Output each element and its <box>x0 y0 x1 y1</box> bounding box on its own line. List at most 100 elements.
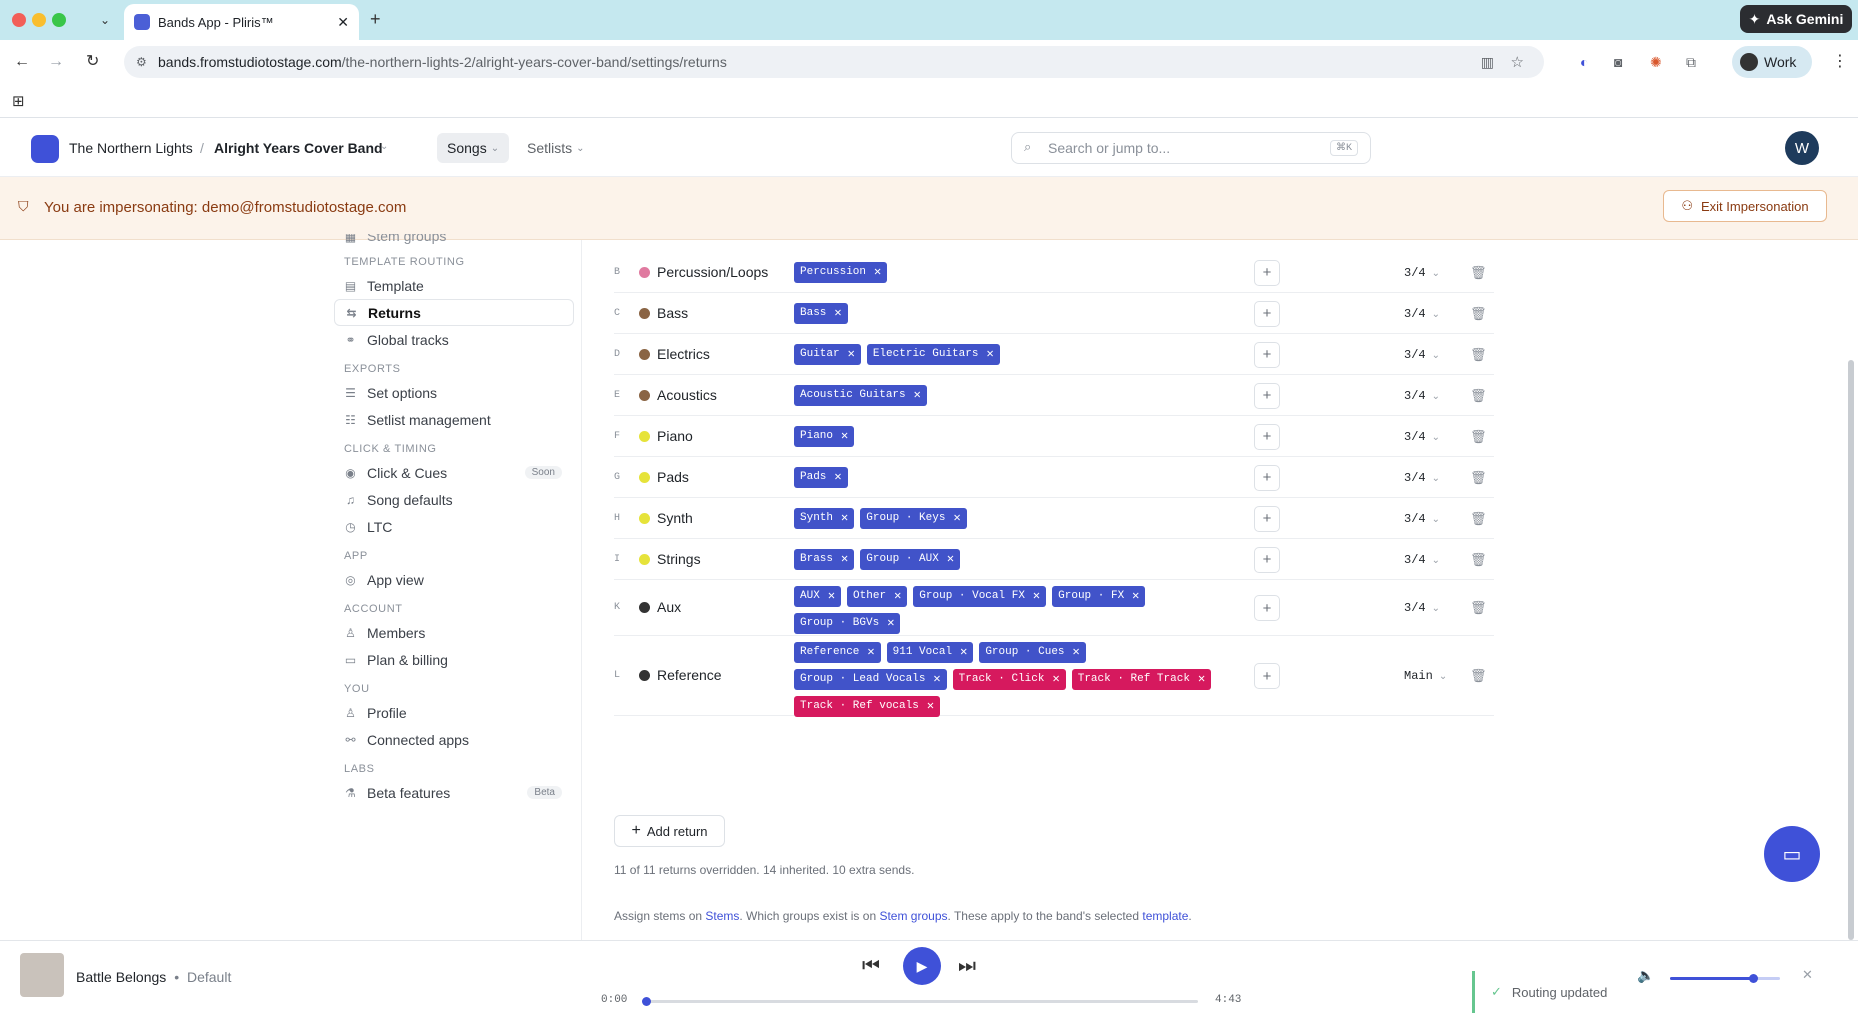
reload-icon[interactable]: ↻ <box>86 53 100 70</box>
return-name[interactable]: Strings <box>657 550 701 567</box>
stem-chip[interactable]: Pads ✕ <box>794 466 848 488</box>
return-color-dot[interactable] <box>639 670 650 681</box>
stem-chip[interactable]: Group · AUX ✕ <box>860 548 961 570</box>
return-name[interactable]: Electrics <box>657 345 710 362</box>
apps-grid-icon[interactable]: ⊞ <box>12 93 25 110</box>
stem-chip[interactable]: Piano ✕ <box>794 425 855 447</box>
stem-chip[interactable]: Other ✕ <box>847 586 908 607</box>
return-color-dot[interactable] <box>639 430 650 442</box>
remove-chip-icon[interactable]: ✕ <box>827 589 836 603</box>
remove-chip-icon[interactable]: ✕ <box>841 510 849 525</box>
breadcrumb-project[interactable]: Alright Years Cover Band <box>214 140 383 156</box>
chat-button[interactable]: ▭ <box>1764 826 1820 882</box>
stem-chip[interactable]: Acoustic Guitars ✕ <box>794 384 927 406</box>
remove-chip-icon[interactable]: ✕ <box>986 346 994 361</box>
close-player-icon[interactable]: ✕ <box>1802 967 1813 982</box>
return-name[interactable]: Percussion/Loops <box>657 263 769 280</box>
return-color-dot[interactable] <box>639 471 650 483</box>
return-name[interactable]: Synth <box>657 509 693 526</box>
progress-knob[interactable] <box>642 997 651 1006</box>
site-info-icon[interactable]: ⚙ <box>136 55 147 69</box>
sidebar-item-ltc[interactable]: ◷ LTC <box>334 513 574 540</box>
ask-gemini-button[interactable]: ✦ Ask Gemini <box>1740 5 1852 33</box>
remove-chip-icon[interactable]: ✕ <box>841 428 849 443</box>
remove-chip-icon[interactable]: ✕ <box>1132 589 1140 603</box>
trash-icon[interactable]: 🗑 <box>1470 469 1487 485</box>
return-meter-select[interactable]: 3/4 ⌄ <box>1404 601 1440 615</box>
stem-chip[interactable]: Group · BGVs ✕ <box>794 613 901 634</box>
back-icon[interactable]: ← <box>14 53 30 70</box>
return-color-dot[interactable] <box>639 348 650 360</box>
stem-chip[interactable]: Group · Keys ✕ <box>860 507 967 529</box>
next-track-icon[interactable]: ⏭ <box>958 955 976 977</box>
sidebar-item-stem-groups[interactable]: ▦ Stem groups <box>334 234 574 244</box>
play-button[interactable]: ▶ <box>903 947 941 985</box>
nav-songs[interactable]: Songs ⌄ <box>437 133 510 163</box>
return-meter-select[interactable]: 3/4 ⌄ <box>1404 553 1440 567</box>
volume-slider[interactable] <box>1670 974 1780 983</box>
sidebar-item-connected-apps[interactable]: ⚯ Connected apps <box>334 726 574 753</box>
stem-chip[interactable]: Group · Cues ✕ <box>979 642 1086 663</box>
add-send-button[interactable]: + <box>1254 464 1280 491</box>
return-meter-select[interactable]: 3/4 ⌄ <box>1404 266 1440 280</box>
add-send-button[interactable]: + <box>1254 663 1280 689</box>
reader-mode-icon[interactable]: ▥ <box>1480 53 1494 70</box>
previous-track-icon[interactable]: ⏮ <box>862 955 880 977</box>
stem-chip[interactable]: Group · Vocal FX ✕ <box>913 586 1047 607</box>
tab-list-chevron-icon[interactable]: ⌄ <box>100 13 111 27</box>
forward-icon[interactable]: → <box>48 53 64 70</box>
breadcrumb-band[interactable]: The Northern Lights <box>69 140 193 156</box>
remove-chip-icon[interactable]: ✕ <box>841 551 849 566</box>
template-link[interactable]: template <box>1142 909 1189 923</box>
remove-chip-icon[interactable]: ✕ <box>913 387 921 402</box>
return-meter-select[interactable]: Main ⌄ <box>1404 669 1447 683</box>
stem-chip[interactable]: Track · Ref Track ✕ <box>1071 669 1212 690</box>
trash-icon[interactable]: 🗑 <box>1470 510 1487 526</box>
exit-impersonation-button[interactable]: ⚇ Exit Impersonation <box>1663 190 1827 222</box>
trash-icon[interactable]: 🗑 <box>1470 264 1487 280</box>
return-name[interactable]: Acoustics <box>657 386 717 403</box>
sidebar-item-setlist-management[interactable]: ☷ Setlist management <box>334 406 574 433</box>
maximize-window-button[interactable] <box>52 13 66 27</box>
sidebar-item-song-defaults[interactable]: ♫ Song defaults <box>334 486 574 513</box>
stem-chip[interactable]: Group · Lead Vocals ✕ <box>794 669 947 690</box>
browser-tab[interactable]: Bands App - Pliris™ ✕ <box>124 4 359 40</box>
return-meter-select[interactable]: 3/4 ⌄ <box>1404 348 1440 362</box>
stem-chip[interactable]: 911 Vocal ✕ <box>886 642 974 663</box>
remove-chip-icon[interactable]: ✕ <box>1197 672 1206 686</box>
remove-chip-icon[interactable]: ✕ <box>834 469 842 484</box>
sidebar-item-plan-billing[interactable]: ▭ Plan & billing <box>334 646 574 673</box>
add-send-button[interactable]: + <box>1254 423 1280 450</box>
extensions-puzzle-icon[interactable]: ⧉ <box>1686 54 1696 70</box>
remove-chip-icon[interactable]: ✕ <box>1072 645 1080 659</box>
stem-chip[interactable]: Electric Guitars ✕ <box>866 343 1000 365</box>
nav-setlists[interactable]: Setlists ⌄ <box>517 133 595 163</box>
page-scrollbar[interactable] <box>1848 360 1854 940</box>
remove-chip-icon[interactable]: ✕ <box>933 672 941 686</box>
trash-icon[interactable]: 🗑 <box>1470 387 1487 403</box>
volume-knob[interactable] <box>1748 974 1758 983</box>
add-send-button[interactable]: + <box>1254 341 1280 368</box>
sidebar-item-profile[interactable]: ♙ Profile <box>334 699 574 726</box>
stem-chip[interactable]: Track · Click ✕ <box>952 669 1066 690</box>
remove-chip-icon[interactable]: ✕ <box>834 305 842 320</box>
add-send-button[interactable]: + <box>1254 505 1280 532</box>
remove-chip-icon[interactable]: ✕ <box>1052 672 1060 686</box>
return-name[interactable]: Reference <box>657 667 722 683</box>
return-color-dot[interactable] <box>639 307 650 319</box>
trash-icon[interactable]: 🗑 <box>1470 428 1487 444</box>
menu-kebab-icon[interactable]: ⋮ <box>1832 53 1848 70</box>
user-avatar[interactable]: W <box>1785 131 1819 165</box>
trash-icon[interactable]: 🗑 <box>1470 668 1487 683</box>
volume-icon[interactable]: 🔈 <box>1637 967 1655 983</box>
add-send-button[interactable]: + <box>1254 259 1280 286</box>
app-logo-icon[interactable] <box>31 135 59 163</box>
camera-icon[interactable]: ◙ <box>1614 54 1623 70</box>
add-send-button[interactable]: + <box>1254 382 1280 409</box>
address-bar[interactable]: ⚙ bands.fromstudiotostage.com/the-northe… <box>124 46 1544 78</box>
trash-icon[interactable]: 🗑 <box>1470 346 1487 362</box>
claude-extension-icon[interactable]: ✺ <box>1650 54 1662 70</box>
new-tab-icon[interactable]: + <box>370 9 381 29</box>
remove-chip-icon[interactable]: ✕ <box>847 346 855 361</box>
return-name[interactable]: Pads <box>657 468 689 485</box>
